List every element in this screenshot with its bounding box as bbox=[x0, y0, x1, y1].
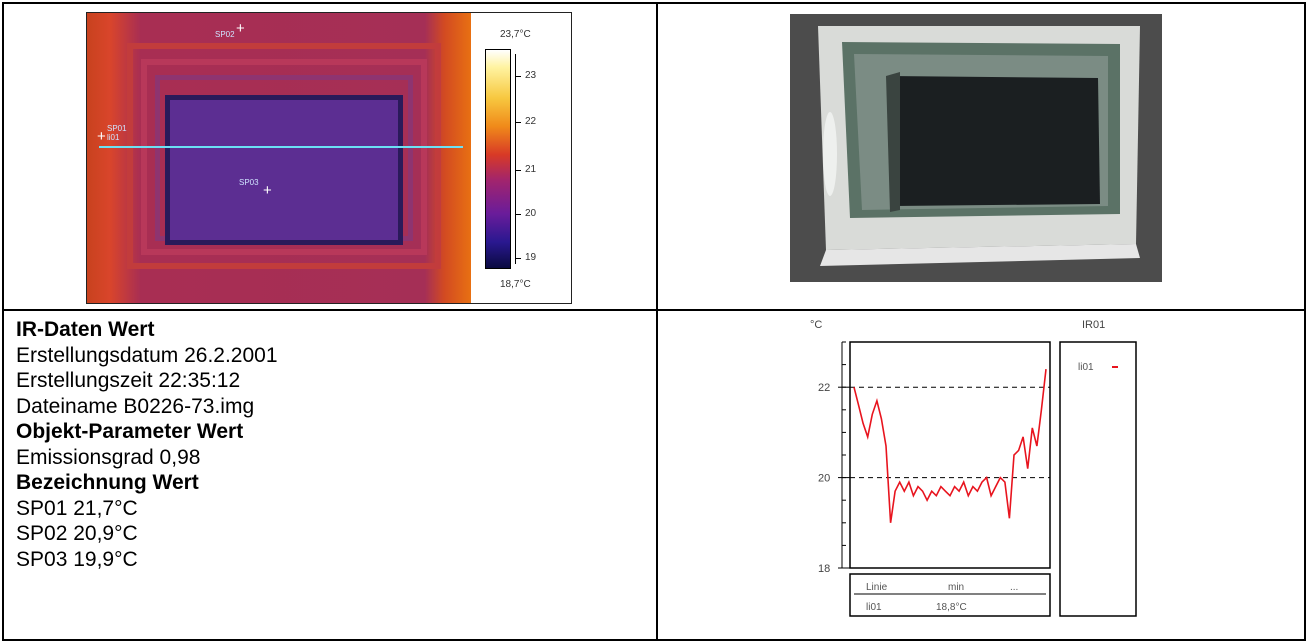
scale-axis bbox=[515, 54, 516, 264]
emissivity: Emissionsgrad 0,98 bbox=[16, 445, 201, 469]
spot-sp01-value: SP01 21,7°C bbox=[16, 496, 138, 520]
crosshair-icon: + bbox=[263, 182, 272, 199]
window-photo bbox=[790, 14, 1162, 282]
stats-table bbox=[849, 573, 1051, 617]
y-tick-label: 18 bbox=[818, 563, 830, 575]
scale-min-label: 18,7°C bbox=[500, 279, 531, 290]
stats-header-line: Linie bbox=[866, 582, 888, 593]
y-ticks: 22 20 18 bbox=[818, 341, 850, 575]
ir-data-heading: IR-Daten Wert bbox=[16, 318, 155, 341]
stats-cell-min: 18,8°C bbox=[936, 602, 967, 613]
thermogram: SP02 + SP01 li01 + SP03 + 23,7°C 23 22 2… bbox=[86, 12, 572, 304]
legend-box bbox=[1059, 341, 1137, 617]
scale-tick bbox=[515, 76, 521, 77]
line-label-li01: li01 bbox=[107, 133, 120, 142]
y-axis-unit-label: °C bbox=[810, 319, 822, 331]
file-name: Dateiname B0226-73.img bbox=[16, 394, 255, 418]
window-pane-area bbox=[165, 95, 403, 245]
spot-sp02-value: SP02 20,9°C bbox=[16, 522, 138, 545]
stats-header-more: ... bbox=[1010, 582, 1018, 593]
y-tick-label: 20 bbox=[818, 473, 830, 485]
row-divider bbox=[2, 309, 1306, 311]
scale-tick-label: 23 bbox=[525, 70, 537, 81]
legend-label: li01 bbox=[1078, 362, 1094, 373]
scale-tick bbox=[515, 170, 521, 171]
visible-photo bbox=[790, 14, 1162, 282]
reference-lines bbox=[850, 386, 1050, 479]
ir-data-list: IR-Daten Wert Erstellungsdatum 26.2.2001… bbox=[16, 317, 278, 572]
chart-title: IR01 bbox=[1082, 319, 1105, 331]
label-heading: Bezeichnung Wert bbox=[16, 471, 199, 494]
profile-chart-svg: °C IR01 li01 22 20 18 Linie min ... li01 1… bbox=[810, 319, 1137, 617]
spot-label-sp02: SP02 bbox=[215, 30, 235, 39]
spot-sp03-value: SP03 19,9°C bbox=[16, 547, 138, 571]
spot-label-sp03: SP03 bbox=[239, 178, 259, 187]
plot-frame bbox=[849, 341, 1051, 569]
stats-cell-line: li01 bbox=[866, 602, 882, 613]
y-tick-label: 22 bbox=[818, 382, 830, 394]
scale-tick bbox=[515, 258, 521, 259]
color-scale-bar bbox=[485, 49, 511, 269]
spot-label-sp01: SP01 bbox=[107, 124, 127, 133]
column-divider bbox=[656, 2, 658, 641]
creation-date: Erstellungsdatum 26.2.2001 bbox=[16, 343, 278, 367]
scale-max-label: 23,7°C bbox=[500, 29, 531, 40]
infrared-image: SP02 + SP01 li01 + SP03 + bbox=[87, 13, 471, 303]
profile-line-cursor bbox=[99, 146, 463, 148]
crosshair-icon: + bbox=[236, 20, 245, 37]
series-line-li01 bbox=[853, 369, 1047, 523]
scale-tick-label: 20 bbox=[525, 208, 537, 219]
creation-time: Erstellungszeit 22:35:12 bbox=[16, 369, 241, 392]
crosshair-icon: + bbox=[97, 128, 106, 145]
line-profile-chart: °C IR01 li01 22 20 18 Linie min ... li01 1… bbox=[790, 312, 1170, 618]
frame-ring bbox=[127, 43, 441, 269]
scale-tick-label: 21 bbox=[525, 164, 537, 175]
scale-tick bbox=[515, 214, 521, 215]
scale-tick bbox=[515, 122, 521, 123]
stats-header-min: min bbox=[948, 582, 964, 593]
frame-ring bbox=[141, 59, 427, 255]
object-parameter-heading: Objekt-Parameter Wert bbox=[16, 420, 244, 443]
scale-tick-label: 22 bbox=[525, 116, 537, 127]
scale-tick-label: 19 bbox=[525, 252, 537, 263]
